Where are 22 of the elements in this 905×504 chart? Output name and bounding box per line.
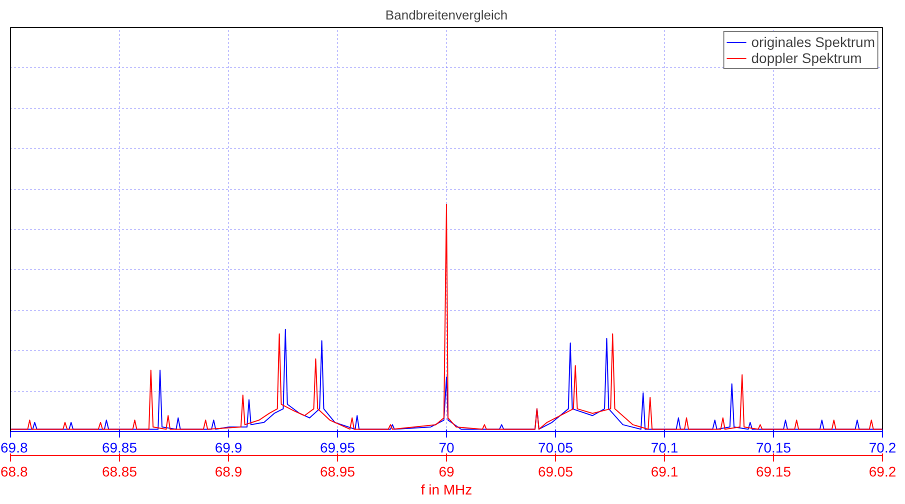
x2-tick-label: 69.15: [756, 464, 792, 480]
x2-tick-label: 68.85: [102, 464, 138, 480]
legend-label: originales Spektrum: [751, 34, 875, 50]
chart-title: Bandbreitenvergleich: [385, 8, 508, 22]
legend-label: doppler Spektrum: [751, 50, 862, 66]
x-tick-label: 70.15: [756, 440, 792, 456]
x-tick-label: 69.8: [0, 440, 28, 456]
x2-tick-label: 69: [438, 464, 454, 480]
x-tick-label: 70.1: [650, 440, 678, 456]
x2-tick-label: 68.9: [214, 464, 242, 480]
x2-tick-label: 69.05: [538, 464, 574, 480]
x-tick-label: 69.85: [102, 440, 138, 456]
x2-tick-label: 68.95: [320, 464, 356, 480]
x-tick-label: 70: [438, 440, 454, 456]
x-tick-label: 70.05: [538, 440, 574, 456]
x2-tick-label: 69.1: [650, 464, 678, 480]
x2-tick-label: 69.2: [868, 464, 896, 480]
x-tick-label: 70.2: [868, 440, 896, 456]
x-tick-label: 69.95: [320, 440, 356, 456]
x2-axis-title: f in MHz: [420, 482, 472, 498]
x-tick-label: 69.9: [214, 440, 242, 456]
x2-tick-label: 68.8: [0, 464, 28, 480]
